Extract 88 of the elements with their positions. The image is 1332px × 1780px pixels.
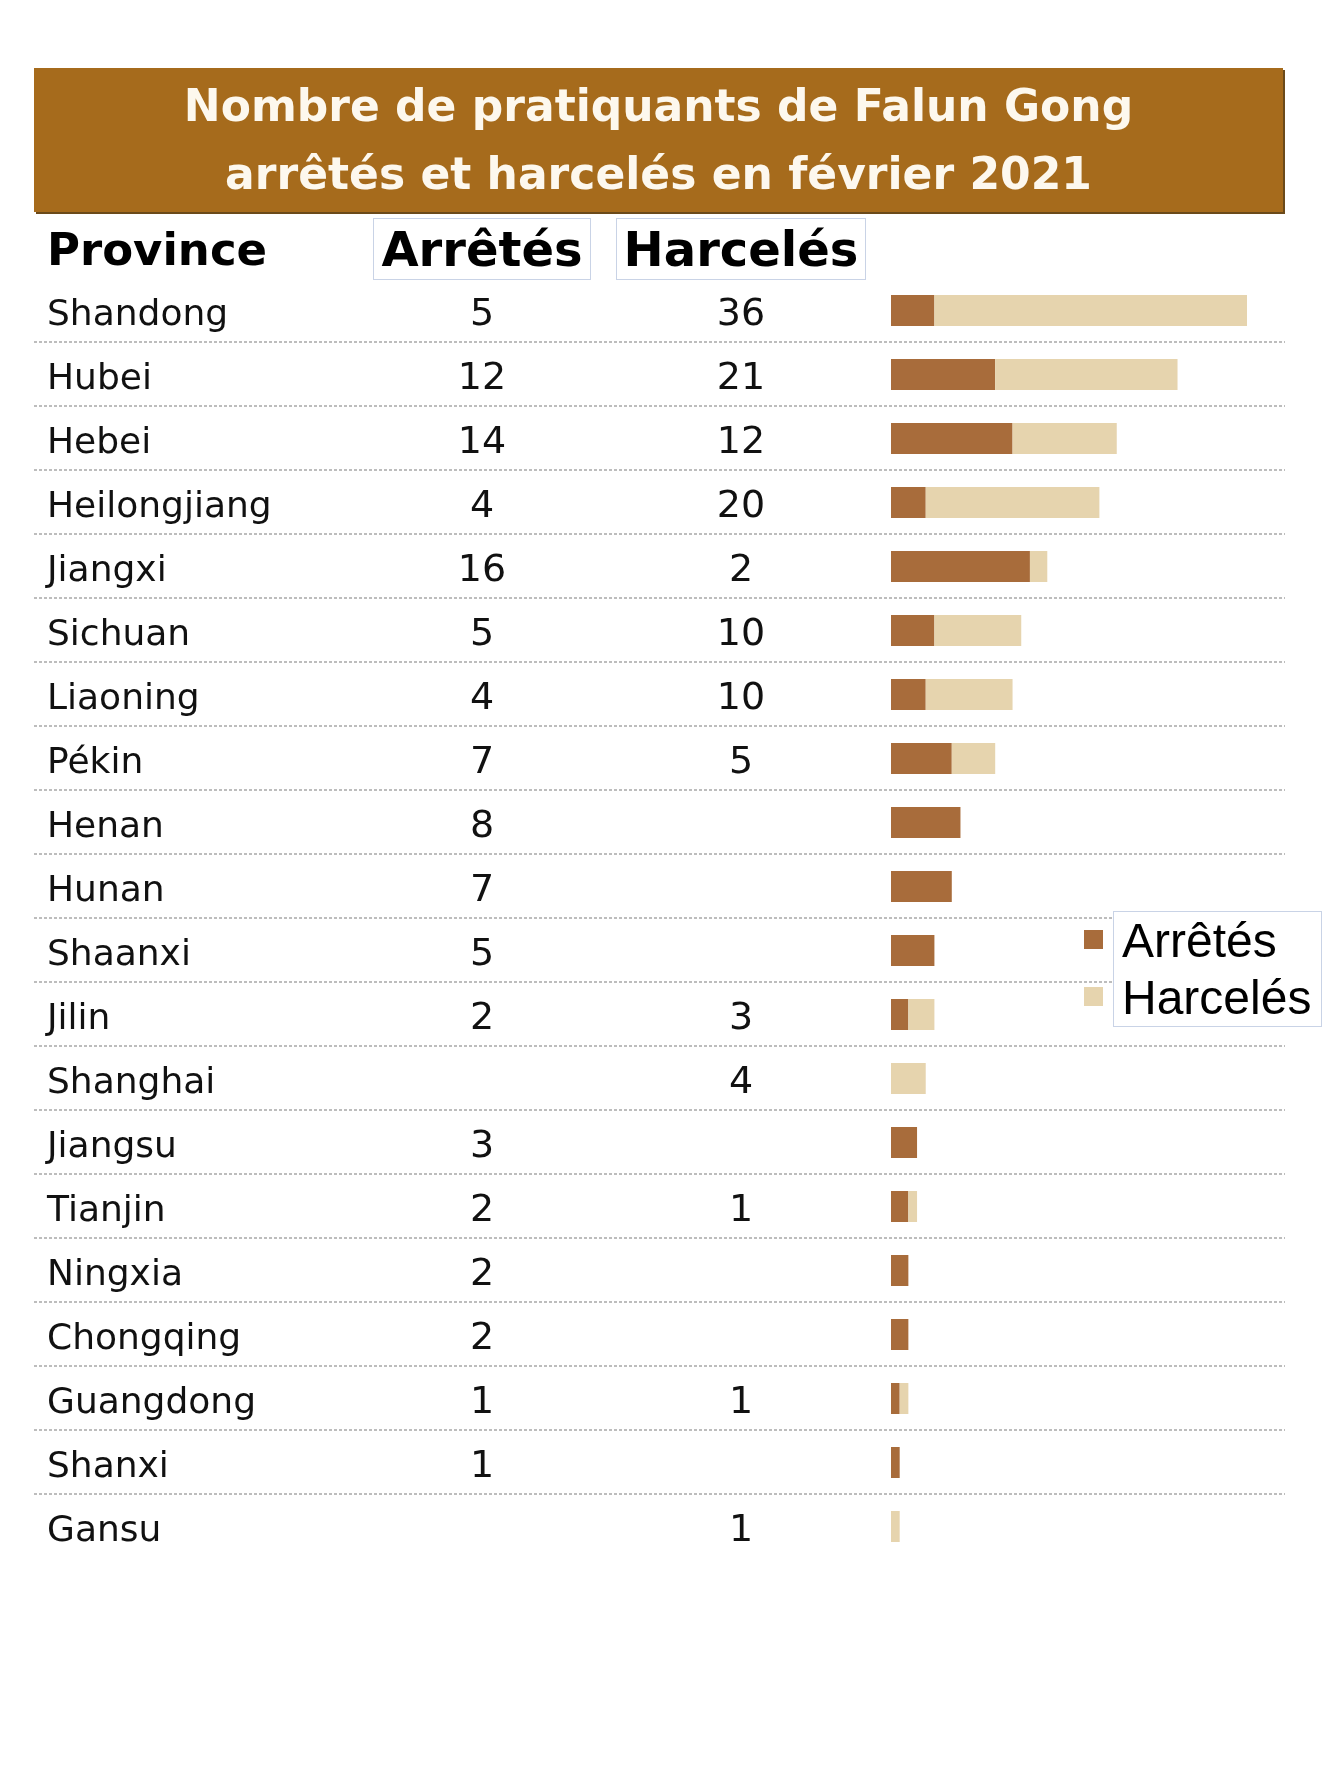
y-tick-label: Hunan	[46, 866, 166, 911]
bar	[934, 615, 1022, 646]
data-label: 20	[715, 481, 767, 528]
y-tick-label: Guangdong	[46, 1378, 257, 1423]
bar	[899, 1383, 909, 1414]
y-tick-label: Shanxi	[46, 1442, 170, 1487]
bar	[891, 1511, 900, 1542]
y-tick-label: Shandong	[46, 290, 230, 335]
bar	[951, 743, 996, 774]
bar	[891, 999, 909, 1030]
bar	[891, 935, 935, 966]
data-label: 2	[468, 1249, 496, 1296]
text: Province	[46, 221, 269, 278]
bar	[908, 1191, 918, 1222]
bar	[891, 807, 961, 838]
data-label: 1	[727, 1185, 755, 1232]
data-label: 16	[456, 545, 508, 592]
chart-title: Nombre de pratiquants de Falun Gong arrêtés et harcelés en février 2021	[182, 79, 1135, 201]
data-label: 4	[468, 673, 496, 720]
y-tick-label: Pékin	[46, 738, 145, 783]
data-label: 2	[727, 545, 755, 592]
data-label: 1	[468, 1377, 496, 1424]
bar	[908, 999, 935, 1030]
bar	[891, 359, 996, 390]
y-tick-label: Jilin	[44, 994, 112, 1039]
data-label: 5	[727, 737, 755, 784]
bar	[1012, 423, 1117, 454]
y-tick-label: Shanghai	[46, 1058, 217, 1103]
y-tick-label: Gansu	[46, 1506, 163, 1551]
data-label: 5	[468, 609, 496, 656]
legend-label: Arrêtés	[1122, 913, 1278, 969]
y-tick-label: Jiangsu	[44, 1122, 178, 1167]
bar	[891, 1127, 918, 1158]
data-label: 10	[715, 673, 767, 720]
bar	[891, 551, 1030, 582]
bar	[925, 679, 1013, 710]
bar	[891, 615, 935, 646]
bar	[891, 743, 952, 774]
y-tick-label: Jiangxi	[44, 546, 168, 591]
data-label: 10	[715, 609, 767, 656]
data-label: 14	[456, 417, 508, 464]
bar	[891, 295, 935, 326]
text: Arrêtés	[381, 221, 583, 277]
data-label: 4	[468, 481, 496, 528]
bar	[891, 871, 952, 902]
data-label: 3	[727, 993, 755, 1040]
y-tick-label: Heilongjiang	[46, 482, 273, 527]
y-tick-label: Tianjin	[46, 1186, 167, 1231]
bar	[995, 359, 1178, 390]
bar	[891, 1319, 909, 1350]
y-tick-label: Shaanxi	[46, 930, 192, 975]
bar	[891, 1063, 926, 1094]
bar	[891, 1383, 900, 1414]
data-label: 5	[468, 289, 496, 336]
data-label: 1	[727, 1377, 755, 1424]
data-label: 3	[468, 1121, 496, 1168]
bar	[891, 1255, 909, 1286]
y-tick-label: Chongqing	[46, 1314, 243, 1359]
bar	[1029, 551, 1048, 582]
y-tick-label: Hebei	[46, 418, 153, 463]
data-label: 2	[468, 993, 496, 1040]
bar	[891, 487, 926, 518]
y-tick-label: Sichuan	[46, 610, 192, 655]
text: Harcelés	[623, 221, 859, 277]
data-label: 4	[727, 1057, 755, 1104]
data-label: 12	[715, 417, 767, 464]
data-label: 1	[468, 1441, 496, 1488]
bar	[925, 487, 1100, 518]
bar	[891, 423, 1013, 454]
data-label: 21	[715, 353, 767, 400]
data-label: 5	[468, 929, 496, 976]
y-tick-label: Liaoning	[46, 674, 201, 719]
bar	[891, 1447, 900, 1478]
bar	[891, 1191, 909, 1222]
data-label: 7	[468, 865, 496, 912]
bar	[891, 679, 926, 710]
data-label: 2	[468, 1313, 496, 1360]
data-label: 36	[715, 289, 767, 336]
data-label: 12	[456, 353, 508, 400]
data-label: 7	[468, 737, 496, 784]
y-tick-label: Henan	[46, 802, 165, 847]
legend-label: Harcelés	[1122, 970, 1312, 1026]
data-label: 8	[468, 801, 496, 848]
data-label: 1	[727, 1505, 755, 1552]
data-label: 2	[468, 1185, 496, 1232]
bar	[934, 295, 1247, 326]
y-tick-label: Ningxia	[46, 1250, 184, 1295]
y-tick-label: Hubei	[46, 354, 153, 399]
